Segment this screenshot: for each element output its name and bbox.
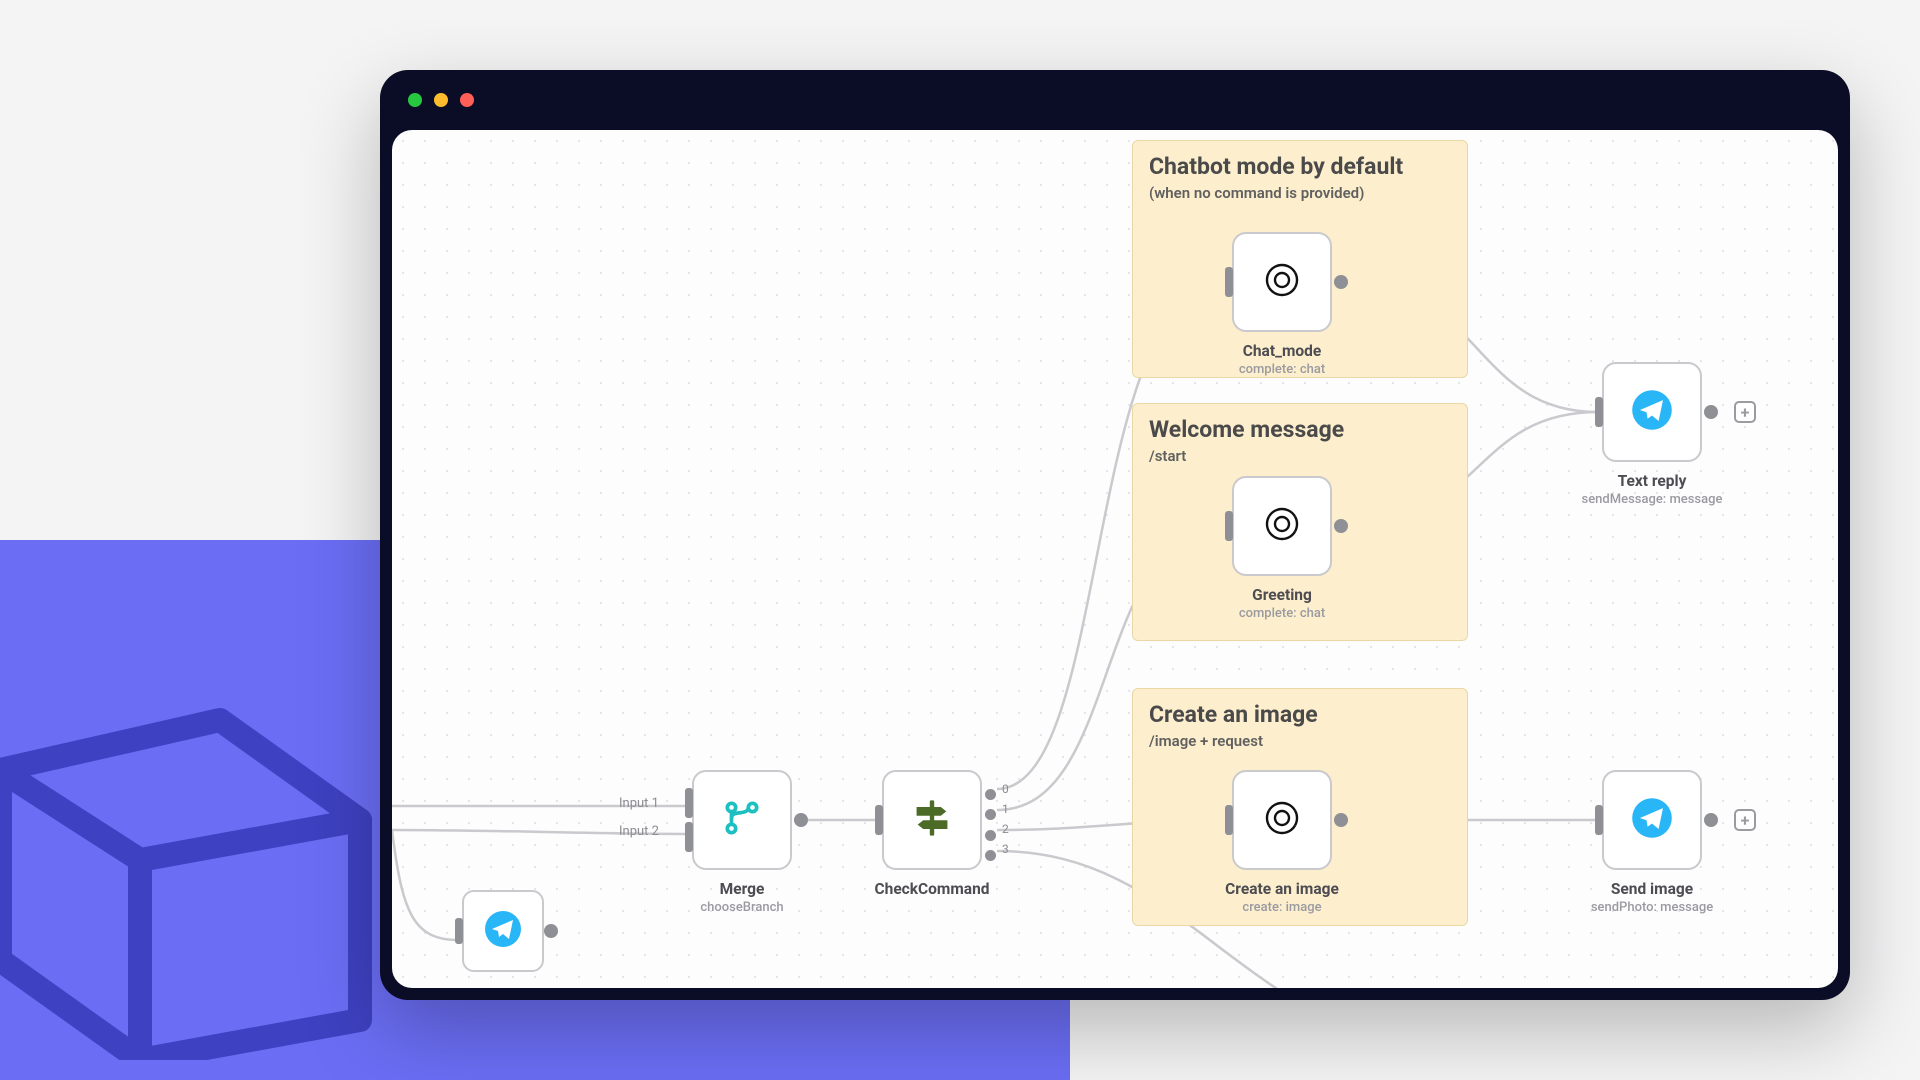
node-label: Merge xyxy=(700,880,783,898)
node-sublabel: sendPhoto: message xyxy=(1591,900,1713,915)
node-greeting[interactable]: Greeting complete: chat xyxy=(1232,476,1332,576)
bg-cube-illustration xyxy=(0,660,410,1060)
traffic-light-max[interactable] xyxy=(460,93,474,107)
signpost-icon xyxy=(910,796,954,844)
node-label: Chat_mode xyxy=(1239,342,1325,360)
port-label-0: 0 xyxy=(1002,782,1009,796)
port-in[interactable] xyxy=(1595,805,1603,835)
node-sublabel: chooseBranch xyxy=(700,900,783,915)
port-out[interactable] xyxy=(1334,519,1348,533)
telegram-icon xyxy=(1630,388,1674,436)
openai-icon xyxy=(1262,798,1302,842)
node-checkcommand[interactable]: 0 1 2 3 CheckCommand xyxy=(882,770,982,870)
openai-icon xyxy=(1262,260,1302,304)
telegram-icon xyxy=(1630,796,1674,844)
node-createimage[interactable]: Create an image create: image xyxy=(1232,770,1332,870)
add-node-button[interactable]: + xyxy=(1734,809,1756,831)
port-in[interactable] xyxy=(685,788,693,818)
node-label: Send image xyxy=(1591,880,1713,898)
port-label-3: 3 xyxy=(1002,842,1009,856)
port-out[interactable] xyxy=(1704,813,1718,827)
port-label-2: 2 xyxy=(1002,822,1009,836)
group-subtitle: (when no command is provided) xyxy=(1149,184,1451,202)
port-out[interactable] xyxy=(1334,275,1348,289)
node-label: Create an image xyxy=(1225,880,1339,898)
node-sublabel: complete: chat xyxy=(1239,606,1325,621)
port-out[interactable] xyxy=(1334,813,1348,827)
node-sublabel: create: image xyxy=(1225,900,1339,915)
workflow-canvas[interactable]: Chatbot mode by default (when no command… xyxy=(392,130,1838,988)
edge-label-input1: Input 1 xyxy=(619,796,659,811)
group-title: Welcome message xyxy=(1149,416,1451,443)
node-label: Text reply xyxy=(1582,472,1723,490)
port-in[interactable] xyxy=(1225,805,1233,835)
port-out[interactable] xyxy=(794,813,808,827)
node-sublabel: sendMessage: message xyxy=(1582,492,1723,507)
port-label-1: 1 xyxy=(1002,802,1009,816)
node-label: Greeting xyxy=(1239,586,1325,604)
port-out[interactable] xyxy=(1704,405,1718,419)
port-in[interactable] xyxy=(1225,511,1233,541)
window-titlebar xyxy=(380,70,1850,130)
node-sendimage[interactable]: + Send image sendPhoto: message xyxy=(1602,770,1702,870)
node-sublabel: complete: chat xyxy=(1239,362,1325,377)
telegram-icon xyxy=(483,909,523,953)
port-in[interactable] xyxy=(455,918,463,944)
group-title: Chatbot mode by default xyxy=(1149,153,1451,180)
node-merge[interactable]: Merge chooseBranch xyxy=(692,770,792,870)
traffic-light-min[interactable] xyxy=(434,93,448,107)
traffic-light-close[interactable] xyxy=(408,93,422,107)
port-in[interactable] xyxy=(1595,397,1603,427)
add-node-button[interactable]: + xyxy=(1734,401,1756,423)
port-in[interactable] xyxy=(685,822,693,852)
node-textreply[interactable]: + Text reply sendMessage: message xyxy=(1602,362,1702,462)
node-chatmode[interactable]: Chat_mode complete: chat xyxy=(1232,232,1332,332)
group-title: Create an image xyxy=(1149,701,1451,728)
port-out[interactable] xyxy=(544,924,558,938)
node-label: CheckCommand xyxy=(874,880,989,898)
port-in[interactable] xyxy=(1225,267,1233,297)
port-in[interactable] xyxy=(875,805,883,835)
branch-icon xyxy=(721,797,763,843)
browser-window: Chatbot mode by default (when no command… xyxy=(380,70,1850,1000)
port-out-2[interactable] xyxy=(985,830,996,841)
port-out-3[interactable] xyxy=(985,850,996,861)
edge-label-input2: Input 2 xyxy=(619,824,659,839)
group-subtitle: /image + request xyxy=(1149,732,1451,750)
openai-icon xyxy=(1262,504,1302,548)
node-telegram-trigger[interactable] xyxy=(462,890,544,972)
group-subtitle: /start xyxy=(1149,447,1451,465)
